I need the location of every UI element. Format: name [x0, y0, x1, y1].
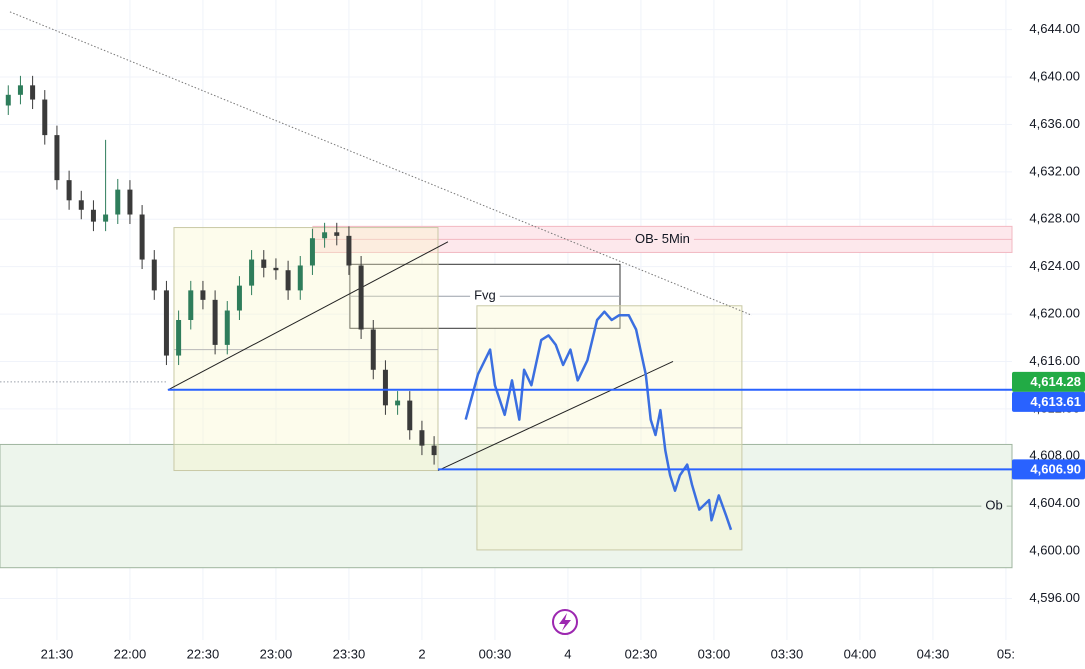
- candle-body: [358, 265, 364, 330]
- candle-body: [42, 99, 48, 136]
- x-tick-label: 03:00: [698, 646, 731, 661]
- icon-bolt: [559, 613, 571, 631]
- zone-label-bg: [631, 230, 694, 246]
- price-label: 4,614.28: [1030, 374, 1081, 389]
- candle-body: [30, 85, 36, 100]
- candle-body: [127, 189, 133, 215]
- candle-body: [370, 329, 376, 370]
- candle-body: [273, 267, 279, 271]
- zone-label-bg: [470, 287, 500, 303]
- candle-body: [346, 235, 352, 266]
- x-tick-label: 22:30: [187, 646, 220, 661]
- candle-body: [419, 430, 425, 446]
- y-tick-label: 4,604.00: [1029, 495, 1080, 510]
- candle-body: [139, 214, 145, 260]
- axes: 4,596.004,600.004,604.004,608.004,612.00…: [0, 21, 1085, 661]
- y-tick-label: 4,640.00: [1029, 68, 1080, 83]
- y-tick-label: 4,620.00: [1029, 306, 1080, 321]
- y-tick-label: 4,600.00: [1029, 543, 1080, 558]
- y-tick-label: 4,624.00: [1029, 258, 1080, 273]
- lightning-icon[interactable]: [552, 609, 578, 635]
- candle-body: [224, 310, 230, 345]
- candle-body: [309, 238, 315, 266]
- candle-body: [103, 214, 109, 222]
- candle-body: [78, 200, 84, 210]
- candle-body: [115, 189, 121, 215]
- candle-body: [5, 94, 11, 106]
- x-tick-label: 4: [564, 646, 571, 661]
- candle-body: [249, 259, 255, 286]
- candle-body: [395, 400, 401, 406]
- candle-body: [163, 290, 169, 356]
- x-tick-label: 2: [418, 646, 425, 661]
- candle-body: [297, 265, 303, 291]
- candle-body: [212, 299, 218, 345]
- zone-label: Ob: [985, 498, 1002, 513]
- range-box: [173, 227, 439, 472]
- x-tick-label: 22:00: [114, 646, 147, 661]
- zone-label: Fvg: [474, 288, 496, 303]
- candle-body: [236, 285, 242, 311]
- price-label-bg: [1012, 391, 1085, 412]
- zone-label-bg: [981, 497, 1007, 513]
- candle-body: [261, 259, 267, 268]
- candle-body: [322, 232, 328, 239]
- y-tick-label: 4,636.00: [1029, 116, 1080, 131]
- candle-body: [188, 290, 194, 320]
- price-label: 4,613.61: [1030, 394, 1081, 409]
- plot-area: OB- 5Min Fvg Ob: [0, 0, 1013, 640]
- candle-body: [90, 209, 96, 222]
- candle-body: [382, 369, 388, 406]
- candle-body: [66, 180, 72, 201]
- x-tick-label: 00:30: [479, 646, 512, 661]
- x-tick-label: 04:00: [844, 646, 877, 661]
- x-tick-label: 23:30: [333, 646, 366, 661]
- candle-body: [176, 320, 182, 356]
- y-tick-label: 4,628.00: [1029, 211, 1080, 226]
- x-tick-label: 04:30: [917, 646, 950, 661]
- x-tick-label: 05:: [997, 646, 1015, 661]
- candle-body: [407, 400, 413, 431]
- x-tick-label: 21:30: [41, 646, 74, 661]
- projection-line: [464, 310, 733, 531]
- candle-body: [431, 445, 437, 456]
- candle-body: [285, 270, 291, 291]
- trendline: [167, 241, 449, 391]
- price-label-bg: [1012, 459, 1085, 480]
- y-tick-label: 4,644.00: [1029, 21, 1080, 36]
- trendline: [437, 361, 674, 471]
- candle-body: [334, 232, 340, 236]
- zone-label: OB- 5Min: [635, 231, 690, 246]
- candle-body: [54, 135, 60, 181]
- x-tick-label: 23:00: [260, 646, 293, 661]
- trendline: [9, 11, 753, 316]
- candle-body: [151, 259, 157, 291]
- y-tick-label: 4,632.00: [1029, 163, 1080, 178]
- x-tick-label: 02:30: [625, 646, 658, 661]
- x-tick-label: 03:30: [771, 646, 804, 661]
- candle-body: [17, 85, 23, 95]
- y-tick-label: 4,616.00: [1029, 353, 1080, 368]
- candle-body: [200, 290, 206, 300]
- y-tick-label: 4,608.00: [1029, 448, 1080, 463]
- y-tick-label: 4,596.00: [1029, 590, 1080, 605]
- price-label-bg: [1012, 371, 1085, 392]
- price-label: 4,606.90: [1030, 461, 1081, 476]
